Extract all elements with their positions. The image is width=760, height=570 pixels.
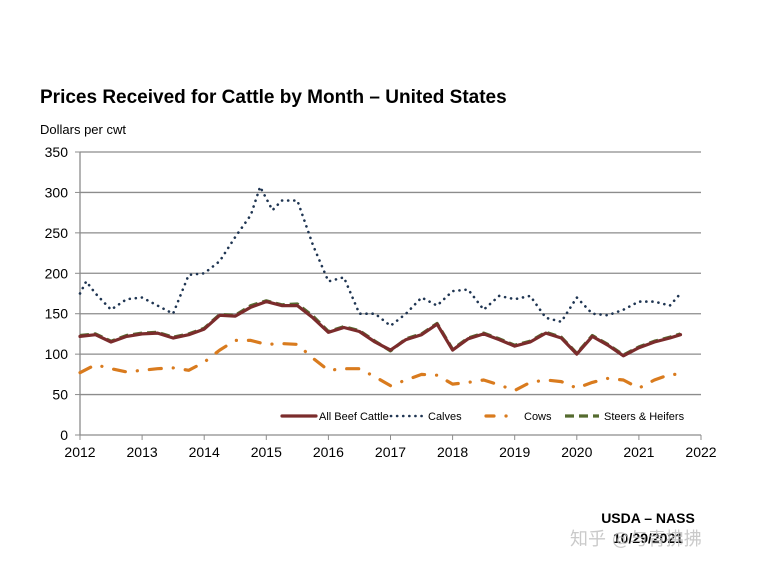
x-tick-label: 2012 [64,444,95,460]
y-tick-label: 100 [45,346,69,362]
series-line-all-beef-cattle [78,300,683,358]
y-tick-label: 50 [52,387,68,403]
legend-label: Steers & Heifers [604,411,685,423]
y-tick-labels: 0 50 100 150 200 250 300 350 [45,144,69,443]
legend-label: All Beef Cattle [319,411,389,423]
y-axis-label: Dollars per cwt [40,122,126,137]
legend: All Beef Cattle Calves Cows Steers & Heifer… [280,411,685,423]
x-tick-label: 2019 [499,444,530,460]
axes [75,151,702,440]
x-tick-label: 2017 [375,444,406,460]
y-tick-label: 350 [45,144,69,160]
y-tick-label: 300 [45,184,69,200]
x-tick-label: 2022 [685,444,716,460]
y-tick-label: 250 [45,225,69,241]
x-tick-label: 2015 [251,444,282,460]
series-line-steers-heifers [79,299,681,357]
gridlines [80,151,701,396]
source-label: USDA – NASS [601,510,695,526]
x-tick-labels: 2012 2013 2014 2015 2016 2017 2018 2019 2020 2021… [64,444,716,460]
x-tick-label: 2021 [623,444,654,460]
watermark: 知乎 @与青拂拂 [570,529,702,550]
legend-label: Calves [428,411,462,423]
series-lines [78,185,683,393]
x-tick-label: 2016 [313,444,344,460]
series-line-calves [78,185,682,328]
chart-title: Prices Received for Cattle by Month – Un… [40,87,507,108]
date-label: 10/29/2021 [613,530,683,546]
x-tick-label: 2020 [561,444,592,460]
y-tick-label: 150 [45,306,69,322]
x-tick-label: 2013 [127,444,158,460]
series-line-cows [78,338,683,393]
legend-label: Cows [524,411,552,423]
x-tick-label: 2014 [189,444,220,460]
x-tick-label: 2018 [437,444,468,460]
y-tick-label: 0 [60,427,68,443]
y-tick-label: 200 [45,265,69,281]
